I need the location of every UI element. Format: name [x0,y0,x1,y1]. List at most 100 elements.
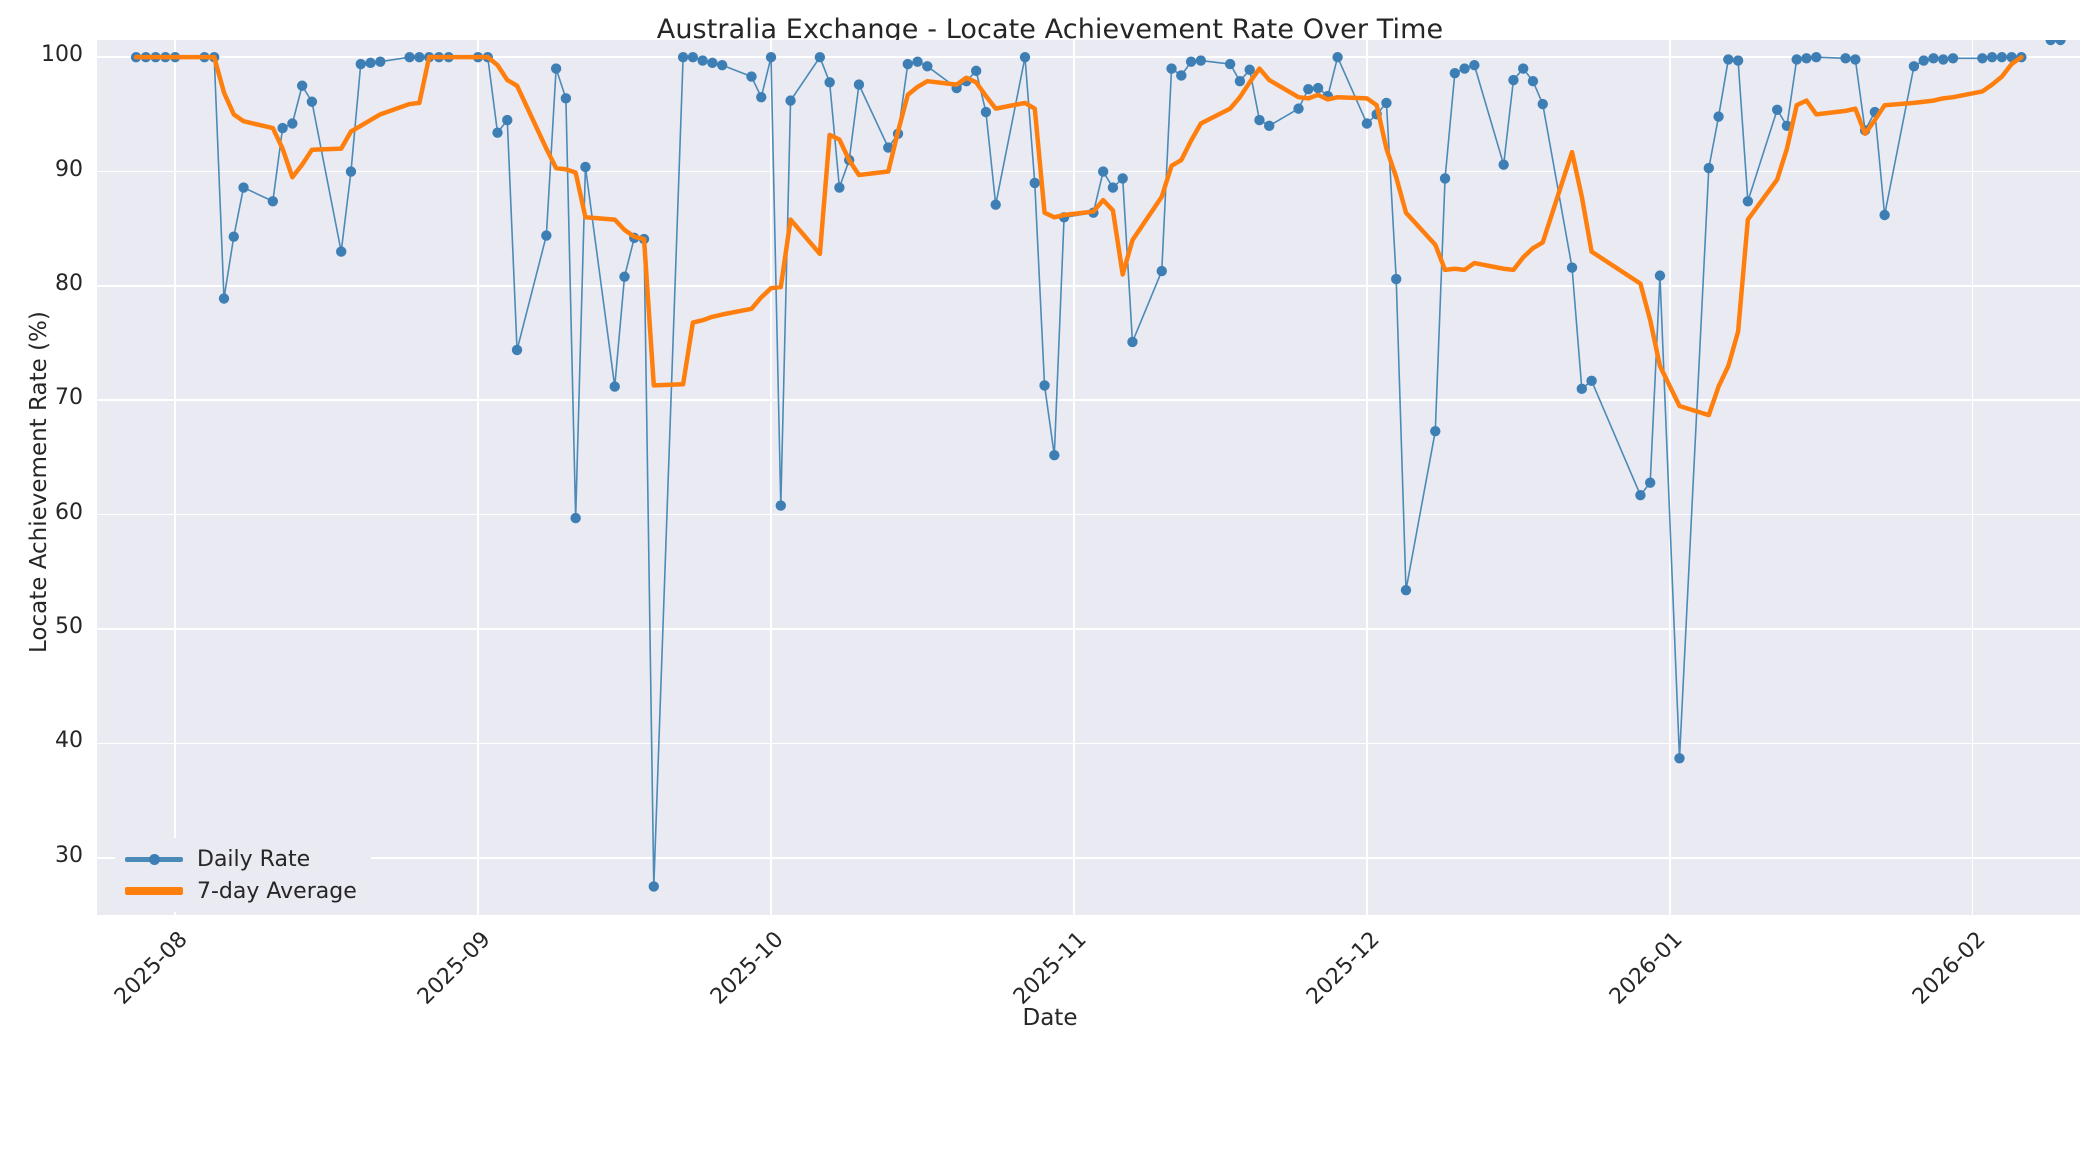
data-point [1293,103,1304,114]
data-point [853,79,865,90]
data-point [912,56,923,67]
y-axis-tick-label: 40 [55,728,83,754]
data-point [1097,166,1109,177]
gridline-horizontal [97,857,2080,859]
data-point [1195,55,1207,66]
gridline-horizontal [97,742,2080,745]
data-point [238,182,249,193]
data-point [1498,159,1509,170]
data-point [267,196,279,207]
series-markers-daily-rate [130,40,2066,892]
data-point [1049,450,1060,461]
data-point [2055,40,2066,46]
y-axis-tick-label: 50 [55,614,83,640]
data-point [814,51,826,63]
data-point [1908,61,1920,72]
data-point [687,51,699,63]
data-point [1938,54,1949,65]
data-point [1332,51,1343,63]
data-point [1527,75,1539,87]
data-point [560,93,572,104]
data-point [1254,114,1265,126]
data-point [287,118,298,129]
data-point [228,231,239,242]
data-point [541,230,552,241]
data-point [1977,53,1988,64]
plot-area [97,40,2080,915]
data-point [1771,104,1783,115]
data-point [570,512,581,524]
y-axis-tick-label: 30 [55,842,83,868]
data-point [580,161,591,173]
series-line-daily-rate [135,56,2023,888]
y-axis-tick-label: 90 [55,156,83,182]
data-point [648,881,659,892]
data-point [970,65,982,77]
data-point [2045,40,2056,46]
gridline-horizontal [97,628,2080,630]
data-point [990,199,1001,210]
data-point [922,61,933,72]
y-axis-tick-label: 80 [55,270,83,296]
data-point [1107,182,1119,193]
page-title: Australia Exchange - Locate Achievement … [656,14,1444,45]
data-point [1019,51,1031,63]
chart-figure: Australia Exchange - Locate Achievement … [26,14,2080,1031]
data-point [1029,177,1040,189]
gridline-vertical [1366,40,1368,915]
data-point [1801,53,1812,64]
data-point [550,63,562,74]
gridline-vertical [1668,40,1671,915]
gridline-vertical [770,40,772,915]
data-point [345,166,357,177]
gridline-vertical [1073,40,1075,915]
data-point [1742,196,1754,207]
data-point [1381,97,1392,109]
data-point [1791,54,1802,65]
data-point [1469,59,1480,71]
data-point [756,91,767,103]
data-point [677,51,689,63]
y-axis-tick-label: 70 [55,385,83,411]
y-axis-tick-label: 100 [41,42,83,68]
data-point [1312,82,1324,94]
data-point [1879,209,1890,221]
legend-label-daily-rate: Daily Rate [197,846,311,872]
data-point [1723,54,1734,65]
legend-marker-daily-rate [149,853,160,865]
gridline-horizontal [97,285,2080,287]
data-point [1039,380,1050,391]
y-axis-tick-label: 60 [55,499,83,525]
data-point [414,51,425,63]
legend-item-daily-rate[interactable]: Daily Rate [125,846,357,872]
data-point [619,271,630,282]
data-point [1850,54,1861,65]
data-point [1244,64,1255,75]
data-point [1361,118,1373,129]
data-point [1176,70,1187,81]
data-point [1576,383,1588,395]
x-axis-tick-label: 2025-10 [706,927,789,1010]
x-axis-tick-label: 2025-11 [1008,927,1092,1010]
legend-item-seven-day-average[interactable]: 7-day Average [125,878,357,904]
y-axis-label: Locate Achievement Rate (%) [26,310,52,653]
data-point [1508,74,1519,86]
data-point [306,96,318,107]
legend-line-seven-day-average [125,887,183,895]
data-point [1459,63,1470,74]
data-point [1566,262,1578,273]
series-canvas [130,40,2066,892]
data-point [775,500,786,511]
legend-swatch-daily-rate [125,848,183,870]
data-point [375,56,386,67]
data-point [1117,173,1128,184]
data-point [609,381,620,392]
data-point [746,71,757,82]
data-point [716,59,728,71]
data-point [1986,51,1998,63]
x-axis-tick-label: 2025-12 [1301,927,1385,1010]
data-point [902,58,913,70]
data-point [1156,265,1167,277]
gridline-horizontal [97,56,2080,58]
data-point [511,344,523,356]
